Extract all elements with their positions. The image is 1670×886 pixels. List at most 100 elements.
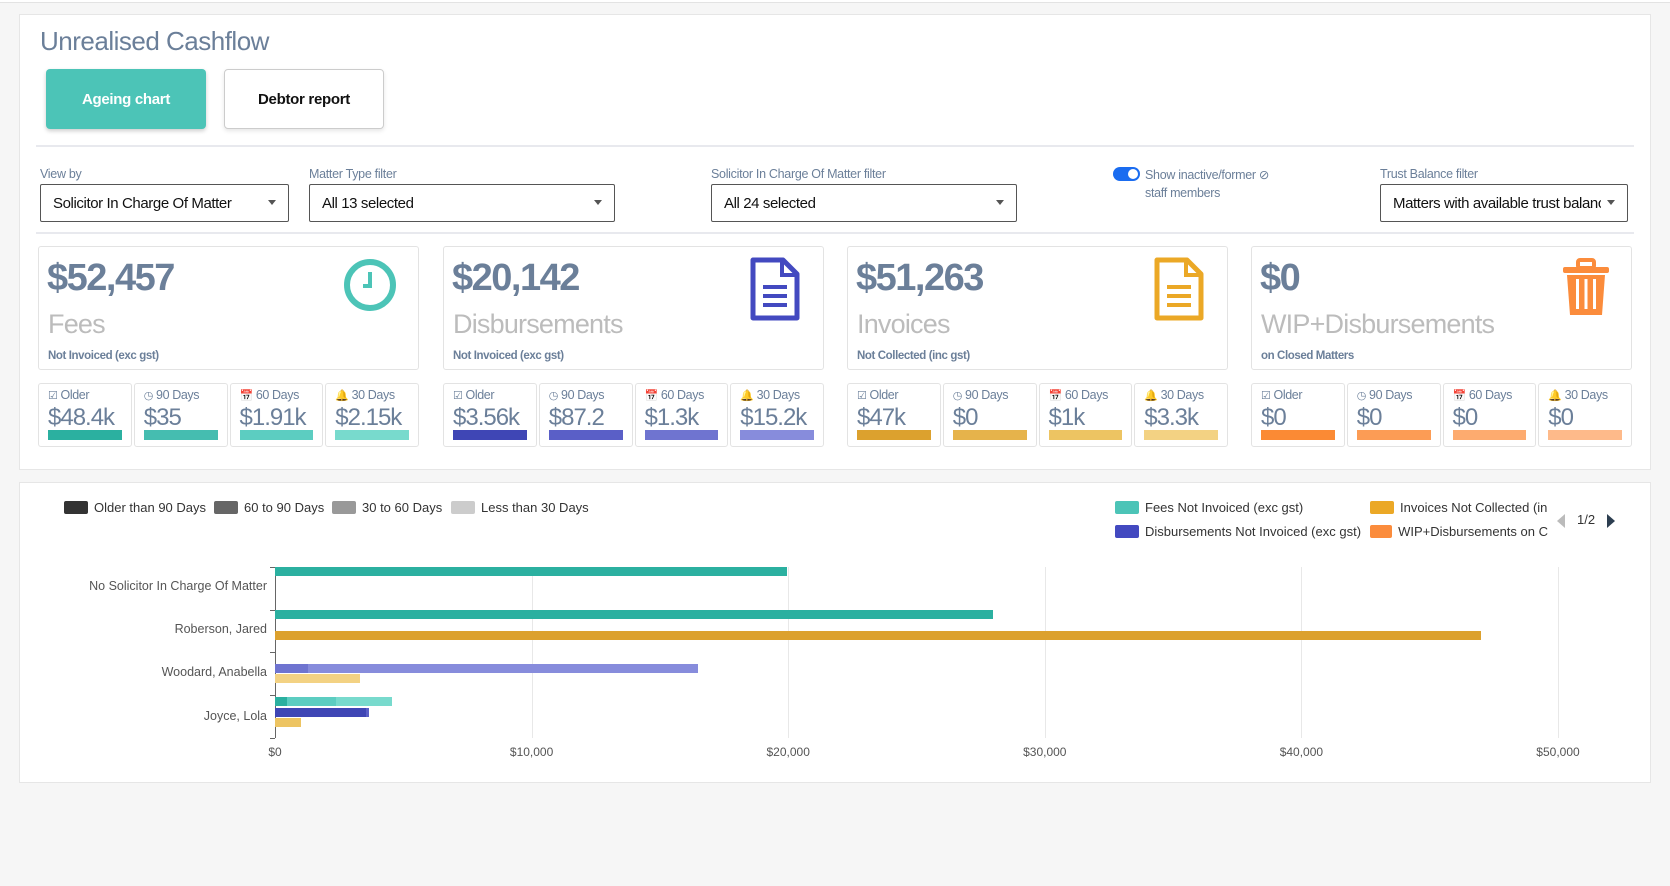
age-card-d90: ◷ 90 Days $87.2 xyxy=(538,383,633,447)
age-color-bar xyxy=(548,430,623,440)
age-value: $87.2 xyxy=(548,404,605,431)
age-card-d60: 📅 60 Days $1.3k xyxy=(634,383,729,447)
legend-swatch xyxy=(64,501,88,514)
age-card-d90: ◷ 90 Days $0 xyxy=(942,383,1037,447)
legend-series-item[interactable]: Fees Not Invoiced (exc gst) xyxy=(1115,500,1303,515)
legend-age-item[interactable]: 30 to 60 Days xyxy=(332,500,442,515)
legend-prev-icon[interactable] xyxy=(1557,514,1565,528)
age-card-older: ☑ Older $47k xyxy=(847,383,941,447)
calendar-icon: 📅 xyxy=(1048,390,1063,402)
bar-segment[interactable] xyxy=(275,664,309,673)
age-card-older: ☑ Older $0 xyxy=(1251,383,1345,447)
stat-card-wip-disbursements: $0 WIP+Disbursements on Closed Matters xyxy=(1251,246,1632,370)
y-category-label: No Solicitor In Charge Of Matter xyxy=(89,579,267,593)
age-card-older: ☑ Older $48.4k xyxy=(38,383,132,447)
bar-segment[interactable] xyxy=(287,697,337,706)
age-card-d30: 🔔 30 Days $2.15k xyxy=(325,383,419,447)
age-label: ☑ Older xyxy=(857,388,899,402)
legend-series-item[interactable]: Invoices Not Collected (in xyxy=(1370,500,1547,515)
matter-type-value: All 13 selected xyxy=(322,194,414,212)
age-color-bar xyxy=(1548,430,1622,440)
age-label-text: Older xyxy=(1273,388,1303,402)
calendar-icon: 📅 xyxy=(644,390,659,402)
bar-segment[interactable] xyxy=(275,631,1482,640)
age-color-bar xyxy=(644,430,719,440)
age-card-d90: ◷ 90 Days $35 xyxy=(133,383,228,447)
bar-segment[interactable] xyxy=(366,708,369,717)
legend-swatch xyxy=(1370,501,1394,514)
age-label-text: 30 Days xyxy=(756,388,800,402)
y-category-label: Joyce, Lola xyxy=(203,709,267,723)
check-square-icon: ☑ xyxy=(857,390,867,402)
bar-segment[interactable] xyxy=(275,718,301,727)
x-tick-label: $20,000 xyxy=(766,745,810,759)
view-by-value: Solicitor In Charge Of Matter xyxy=(53,194,232,212)
stat-total: $0 xyxy=(1260,257,1301,299)
bar-segment[interactable] xyxy=(336,697,392,706)
age-card-d60: 📅 60 Days $0 xyxy=(1442,383,1537,447)
view-by-select[interactable]: Solicitor In Charge Of Matter xyxy=(40,184,289,222)
age-label-text: 60 Days xyxy=(1064,388,1108,402)
age-card-d60: 📅 60 Days $1k xyxy=(1038,383,1133,447)
tab-ageing-chart[interactable]: Ageing chart xyxy=(46,69,206,129)
clock-icon: ◷ xyxy=(1356,390,1367,402)
clock-icon xyxy=(342,257,398,318)
age-value: $2.15k xyxy=(335,404,402,431)
legend-age-item[interactable]: Less than 30 Days xyxy=(451,500,589,515)
gridline xyxy=(1558,567,1559,738)
age-label: 🔔 30 Days xyxy=(1548,388,1608,402)
divider xyxy=(36,145,1634,147)
age-value: $0 xyxy=(1452,404,1479,431)
page-title: Unrealised Cashflow xyxy=(40,26,269,56)
legend-series-item[interactable]: Disbursements Not Invoiced (exc gst) xyxy=(1115,524,1361,539)
calendar-icon: 📅 xyxy=(239,390,254,402)
x-tick-label: $30,000 xyxy=(1023,745,1067,759)
bar-segment[interactable] xyxy=(275,610,994,619)
legend-age-item[interactable]: 60 to 90 Days xyxy=(214,500,324,515)
trust-filter-select[interactable]: Matters with available trust balance xyxy=(1380,184,1628,222)
legend-age-item[interactable]: Older than 90 Days xyxy=(64,500,206,515)
check-square-icon: ☑ xyxy=(48,390,58,402)
bell-icon: 🔔 xyxy=(740,390,754,402)
stat-total: $52,457 xyxy=(47,257,175,299)
legend-label: WIP+Disbursements on C xyxy=(1398,524,1548,539)
bell-icon: 🔔 xyxy=(1144,390,1158,402)
age-label-text: 90 Days xyxy=(965,388,1009,402)
bar-segment[interactable] xyxy=(275,708,367,717)
bar-segment[interactable] xyxy=(275,567,787,576)
show-inactive-toggle[interactable] xyxy=(1113,167,1140,181)
top-bar xyxy=(0,0,1670,3)
age-value: $0 xyxy=(1356,404,1383,431)
y-category-label: Roberson, Jared xyxy=(174,622,267,636)
age-card-d60: 📅 60 Days $1.91k xyxy=(229,383,324,447)
document-icon xyxy=(1151,257,1207,326)
bar-segment[interactable] xyxy=(286,697,288,706)
bar-segment[interactable] xyxy=(275,674,360,683)
bell-icon: 🔔 xyxy=(335,390,349,402)
bar-segment[interactable] xyxy=(308,664,699,673)
bar-segment[interactable] xyxy=(275,697,287,706)
age-card-d30: 🔔 30 Days $15.2k xyxy=(730,383,824,447)
matter-type-select[interactable]: All 13 selected xyxy=(309,184,615,222)
clock-icon: ◷ xyxy=(143,390,154,402)
age-color-bar xyxy=(453,430,527,440)
y-axis xyxy=(275,567,276,738)
legend-swatch xyxy=(214,501,238,514)
tab-debtor-report[interactable]: Debtor report xyxy=(224,69,384,129)
y-tick xyxy=(270,610,275,611)
stat-name: Disbursements xyxy=(453,309,623,339)
age-label: 🔔 30 Days xyxy=(1144,388,1204,402)
age-label-text: 60 Days xyxy=(255,388,299,402)
age-card-d30: 🔔 30 Days $0 xyxy=(1538,383,1632,447)
caret-down-icon xyxy=(1607,200,1615,205)
legend-series-item[interactable]: WIP+Disbursements on C xyxy=(1370,524,1548,539)
age-label-text: Older xyxy=(465,388,495,402)
age-label: ☑ Older xyxy=(453,388,495,402)
age-label-text: Older xyxy=(869,388,899,402)
legend-next-icon[interactable] xyxy=(1607,514,1615,528)
legend-swatch xyxy=(332,501,356,514)
age-label: ☑ Older xyxy=(48,388,90,402)
legend-label: Invoices Not Collected (in xyxy=(1400,500,1548,515)
matter-type-label: Matter Type filter xyxy=(309,167,397,181)
solicitor-filter-select[interactable]: All 24 selected xyxy=(711,184,1017,222)
